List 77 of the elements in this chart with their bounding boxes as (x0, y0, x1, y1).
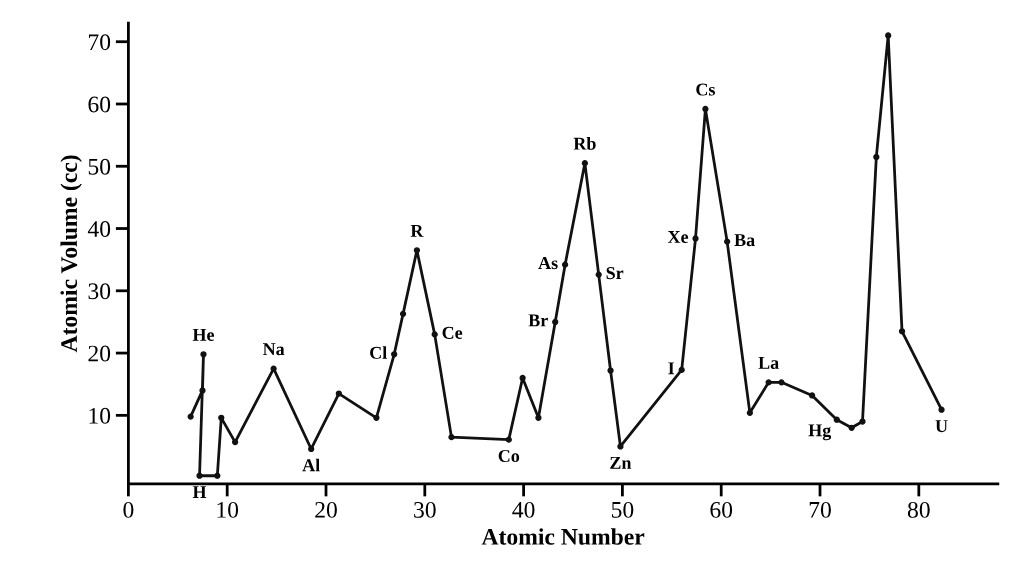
point (214, 472, 221, 479)
point (607, 367, 614, 374)
annotation: Cl (370, 346, 387, 359)
point (678, 366, 685, 374)
point (833, 416, 840, 423)
point (581, 160, 588, 167)
annotation: H (192, 486, 207, 498)
point (200, 351, 207, 358)
point (765, 379, 772, 386)
point (448, 434, 455, 441)
point (692, 235, 699, 242)
x-tick-label: 70 (809, 501, 831, 518)
annotation: As (538, 257, 558, 270)
annotation: Rb (573, 137, 596, 150)
annotation: Na (262, 343, 285, 356)
point (778, 379, 785, 386)
x-tick-label: 10 (217, 501, 239, 518)
point (898, 328, 906, 335)
point (552, 318, 559, 326)
x-tick-label: 80 (907, 501, 930, 518)
point (335, 390, 342, 397)
point (808, 392, 816, 399)
x-tick-label: 0 (123, 501, 134, 518)
point (196, 472, 203, 479)
annotation: Zn (610, 456, 632, 469)
annotation: I (668, 362, 675, 375)
y-axis-title: Atomic Volume (cc) (60, 155, 82, 353)
annotation: Hg (808, 424, 832, 441)
y-tick-label: 60 (88, 96, 111, 113)
point (617, 443, 624, 450)
point (595, 271, 602, 278)
point (391, 351, 398, 358)
point (746, 409, 753, 416)
annotation: Br (528, 314, 548, 327)
point (373, 414, 380, 421)
point (859, 418, 866, 425)
x-tick-label: 20 (315, 501, 337, 518)
point (848, 424, 855, 431)
point (702, 105, 709, 113)
x-tick-label: 30 (414, 501, 436, 518)
point (873, 153, 880, 161)
point (413, 247, 421, 254)
point (519, 374, 526, 382)
point (187, 413, 194, 420)
y-tick-label: 30 (88, 283, 111, 300)
point (505, 436, 512, 443)
x-tick-label: 50 (611, 501, 634, 518)
annotation: R (410, 224, 424, 237)
annotation: U (935, 420, 948, 433)
annotation: Al (302, 458, 320, 472)
y-tick-label: 40 (87, 221, 111, 237)
point (938, 406, 945, 413)
point (308, 445, 315, 453)
annotation: Sr (606, 267, 624, 280)
point (270, 365, 277, 372)
point (218, 414, 225, 421)
x-tick-label: 40 (512, 501, 535, 518)
x-tick-label: 60 (710, 501, 733, 518)
y-tick-label: 70 (88, 34, 111, 51)
point (399, 310, 407, 317)
annotation: La (758, 356, 779, 369)
point (561, 261, 569, 268)
annotation: He (192, 328, 215, 341)
y-tick-label: 20 (88, 345, 111, 362)
y-tick-label: 50 (88, 158, 111, 175)
annotation: Cs (696, 83, 715, 96)
point (199, 387, 206, 394)
annotation: Xe (667, 231, 689, 243)
point (535, 414, 542, 421)
annotation: Ba (734, 234, 755, 247)
annotation: Co (498, 449, 520, 463)
point (885, 32, 892, 39)
y-tick-label: 10 (89, 407, 111, 424)
annotation: Ce (442, 326, 463, 339)
point (724, 238, 731, 245)
point (431, 331, 438, 338)
x-axis-title: Atomic Number (481, 528, 645, 545)
